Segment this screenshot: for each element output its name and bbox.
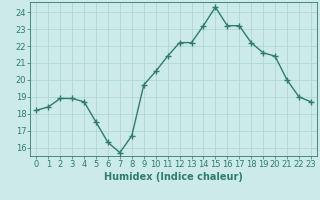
- X-axis label: Humidex (Indice chaleur): Humidex (Indice chaleur): [104, 172, 243, 182]
